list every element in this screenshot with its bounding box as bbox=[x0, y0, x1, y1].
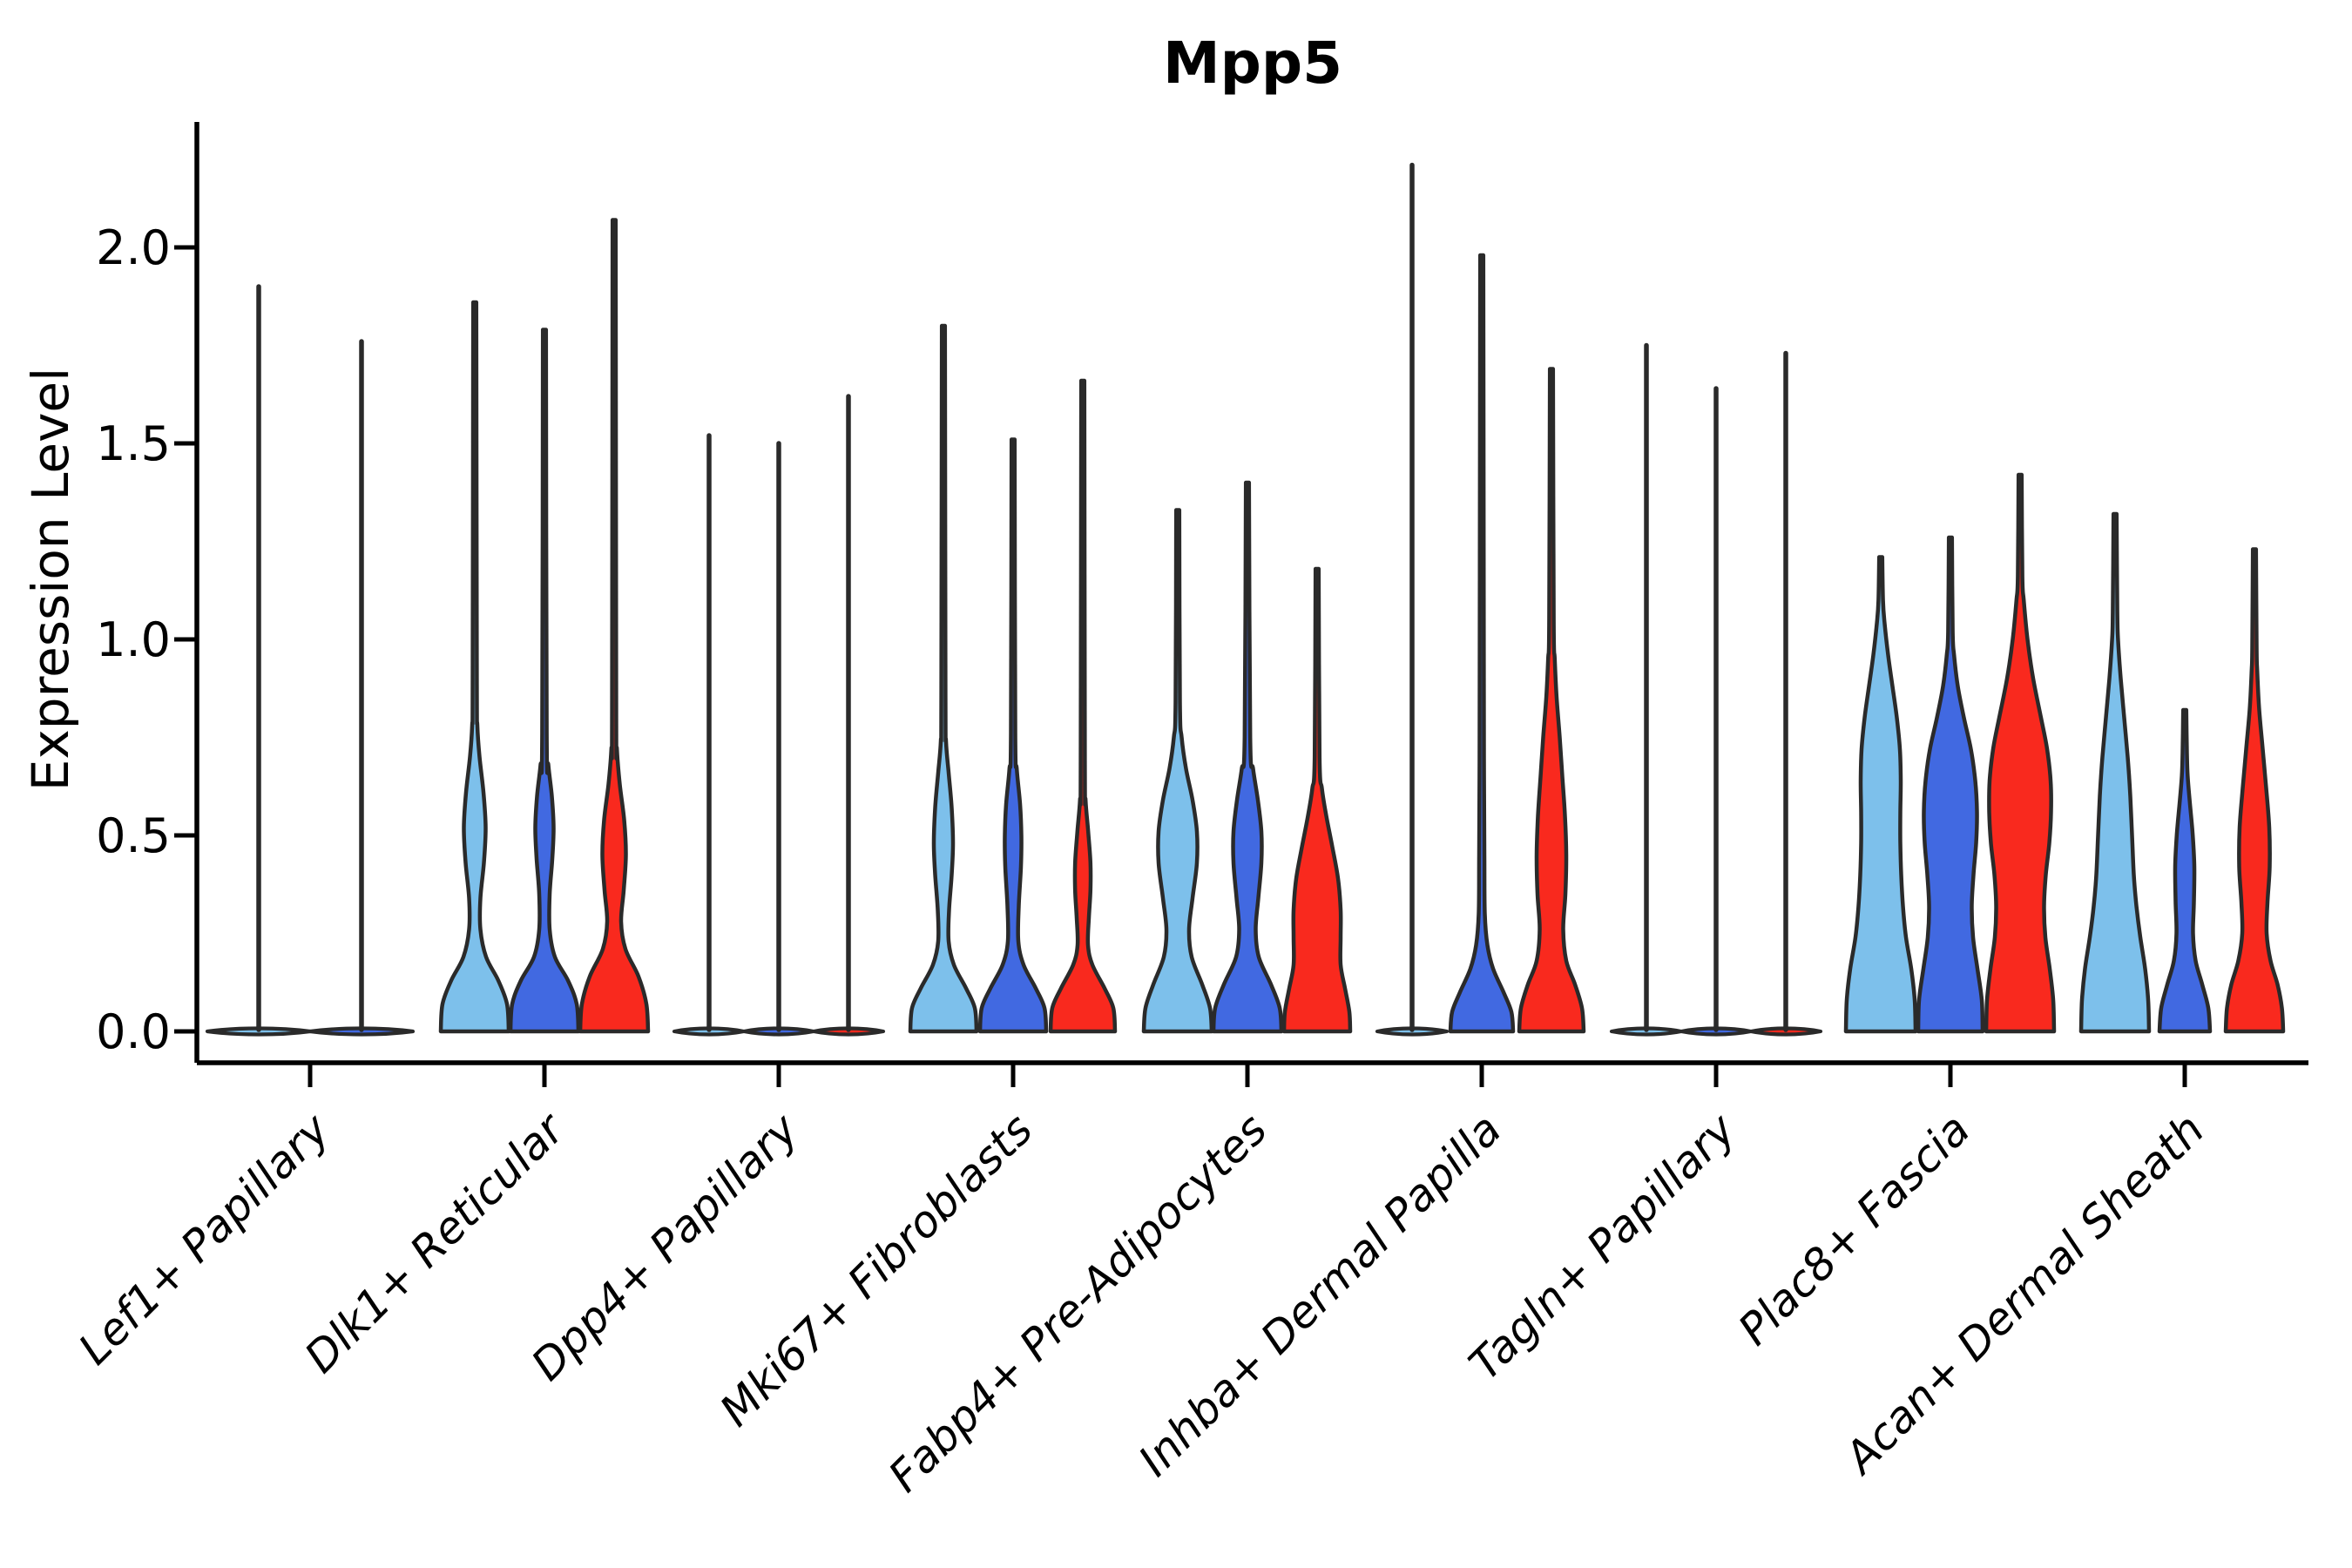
violin-plac8-dark_blue bbox=[1916, 535, 1985, 1034]
y-tick-label: 0.0 bbox=[96, 1004, 171, 1059]
x-tick-label-dlk1: Dlk1+ Reticular bbox=[295, 1102, 576, 1382]
axes-layer: 0.0 0.5 1.0 1.5 2.0 bbox=[96, 122, 2308, 1087]
violin-plac8-light_blue bbox=[1843, 555, 1918, 1034]
violin-mki67-light_blue bbox=[908, 323, 979, 1034]
violin-fabp4-red bbox=[1281, 566, 1353, 1034]
violin-plac8-red bbox=[1984, 472, 2057, 1034]
x-tick-label-plac8: Plac8+ Fascia bbox=[1729, 1104, 1980, 1355]
x-tick-label-fabp4: Fabp4+ Pre-Adipocytes bbox=[879, 1104, 1277, 1502]
violin-acan-red bbox=[2223, 547, 2286, 1034]
y-tick-label: 2.0 bbox=[96, 220, 171, 275]
violin-inhba-red bbox=[1517, 367, 1586, 1034]
violin-fabp4-dark_blue bbox=[1211, 480, 1284, 1034]
violin-mki67-red bbox=[1048, 378, 1118, 1034]
violin-mki67-dark_blue bbox=[977, 437, 1049, 1034]
y-tick-label: 1.0 bbox=[96, 612, 171, 667]
y-tick-label: 1.5 bbox=[96, 416, 171, 471]
violin-dlk1-dark_blue bbox=[508, 328, 581, 1034]
violin-inhba-dark_blue bbox=[1448, 253, 1516, 1034]
y-axis-label: Expression Level bbox=[21, 368, 80, 791]
violin-dlk1-light_blue bbox=[438, 300, 511, 1034]
y-tick-label: 0.5 bbox=[96, 808, 171, 863]
violin-dlk1-red bbox=[578, 218, 651, 1034]
violin-acan-dark_blue bbox=[2157, 707, 2213, 1034]
x-tick-label-lef1: Lef1+ Papillary bbox=[69, 1103, 340, 1374]
violin-fabp4-light_blue bbox=[1141, 508, 1214, 1034]
chart-title: Mpp5 bbox=[1163, 30, 1342, 97]
violin-acan-light_blue bbox=[2078, 511, 2152, 1034]
violin-layer bbox=[205, 162, 2286, 1037]
